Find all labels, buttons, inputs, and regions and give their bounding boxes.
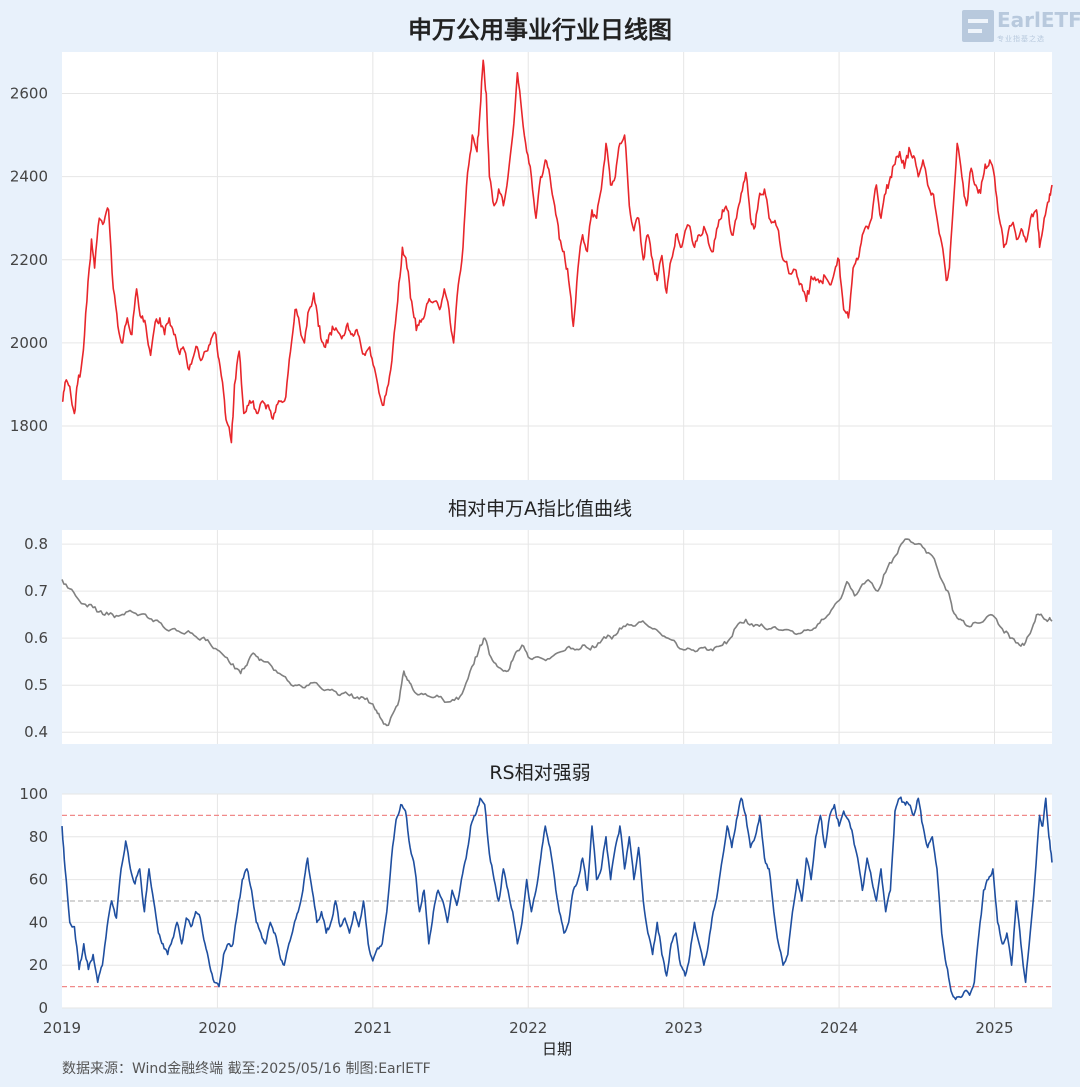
panel-3-y-tick-label: 0 — [38, 999, 48, 1017]
panel-3-series-line — [61, 796, 1053, 1001]
panel-1-y-tick-label: 2600 — [10, 85, 48, 103]
panel-1-series-line — [61, 59, 1053, 444]
panel-1-y-tick-label: 2400 — [10, 168, 48, 186]
panel-3-y-tick-label: 100 — [19, 785, 48, 803]
source-footer: 数据来源：Wind金融终端 截至:2025/05/16 制图:EarlETF — [62, 1061, 431, 1077]
panel-1-y-tick-label: 1800 — [10, 417, 48, 435]
logo-brand: EarlETF — [997, 8, 1080, 32]
panel-2-y-tick-label: 0.8 — [24, 535, 48, 553]
x-tick-label: 2022 — [509, 1019, 547, 1037]
logo-mark-icon — [962, 10, 994, 42]
main-chart-title: 申万公用事业行业日线图 — [408, 16, 672, 44]
panel-2-y-tick-label: 0.6 — [24, 629, 48, 647]
x-axis-label: 日期 — [541, 1040, 572, 1058]
panel-1-y-tick-label: 2000 — [10, 334, 48, 352]
panel-2-y-tick-label: 0.7 — [24, 582, 48, 600]
panel-3-y-tick-label: 60 — [29, 871, 48, 889]
panel-2-background — [62, 530, 1052, 744]
x-tick-label: 2024 — [820, 1019, 858, 1037]
panel-3-y-tick-label: 40 — [29, 913, 48, 931]
x-tick-label: 2025 — [975, 1019, 1013, 1037]
panel-3-y-tick-label: 80 — [29, 828, 48, 846]
panel-3-y-tick-label: 20 — [29, 956, 48, 974]
x-tick-label: 2021 — [354, 1019, 392, 1037]
panel-2-series-line — [61, 538, 1053, 727]
x-tick-label: 2019 — [43, 1019, 81, 1037]
panel-1-y-tick-label: 2200 — [10, 251, 48, 269]
panel-2-y-tick-label: 0.5 — [24, 676, 48, 694]
rs-chart-title: RS相对强弱 — [489, 762, 591, 784]
earletf-logo: EarlETF 专业指基之选 — [962, 8, 1080, 44]
panel-1-background — [62, 52, 1052, 480]
logo-tagline: 专业指基之选 — [997, 35, 1045, 43]
x-tick-label: 2023 — [665, 1019, 703, 1037]
ratio-chart-title: 相对申万A指比值曲线 — [448, 498, 632, 520]
panel-2-y-tick-label: 0.4 — [24, 723, 48, 741]
x-tick-label: 2020 — [198, 1019, 236, 1037]
